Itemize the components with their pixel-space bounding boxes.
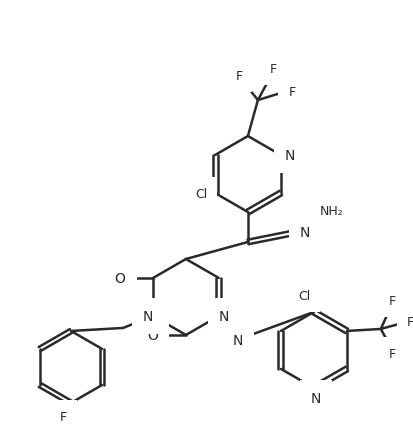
- Text: F: F: [235, 69, 242, 83]
- Text: N: N: [218, 309, 228, 323]
- Text: F: F: [388, 295, 395, 308]
- Text: F: F: [406, 316, 413, 329]
- Text: N: N: [232, 333, 242, 347]
- Text: Cl: Cl: [297, 290, 309, 303]
- Text: N: N: [142, 309, 153, 323]
- Text: O: O: [147, 328, 158, 342]
- Text: N: N: [284, 149, 294, 163]
- Text: F: F: [388, 347, 395, 361]
- Text: N: N: [310, 391, 320, 405]
- Text: N: N: [299, 225, 309, 240]
- Text: F: F: [59, 411, 66, 424]
- Text: Cl: Cl: [195, 187, 206, 200]
- Text: NH₂: NH₂: [319, 204, 343, 217]
- Text: F: F: [269, 62, 276, 75]
- Text: F: F: [287, 85, 295, 98]
- Text: O: O: [114, 271, 125, 286]
